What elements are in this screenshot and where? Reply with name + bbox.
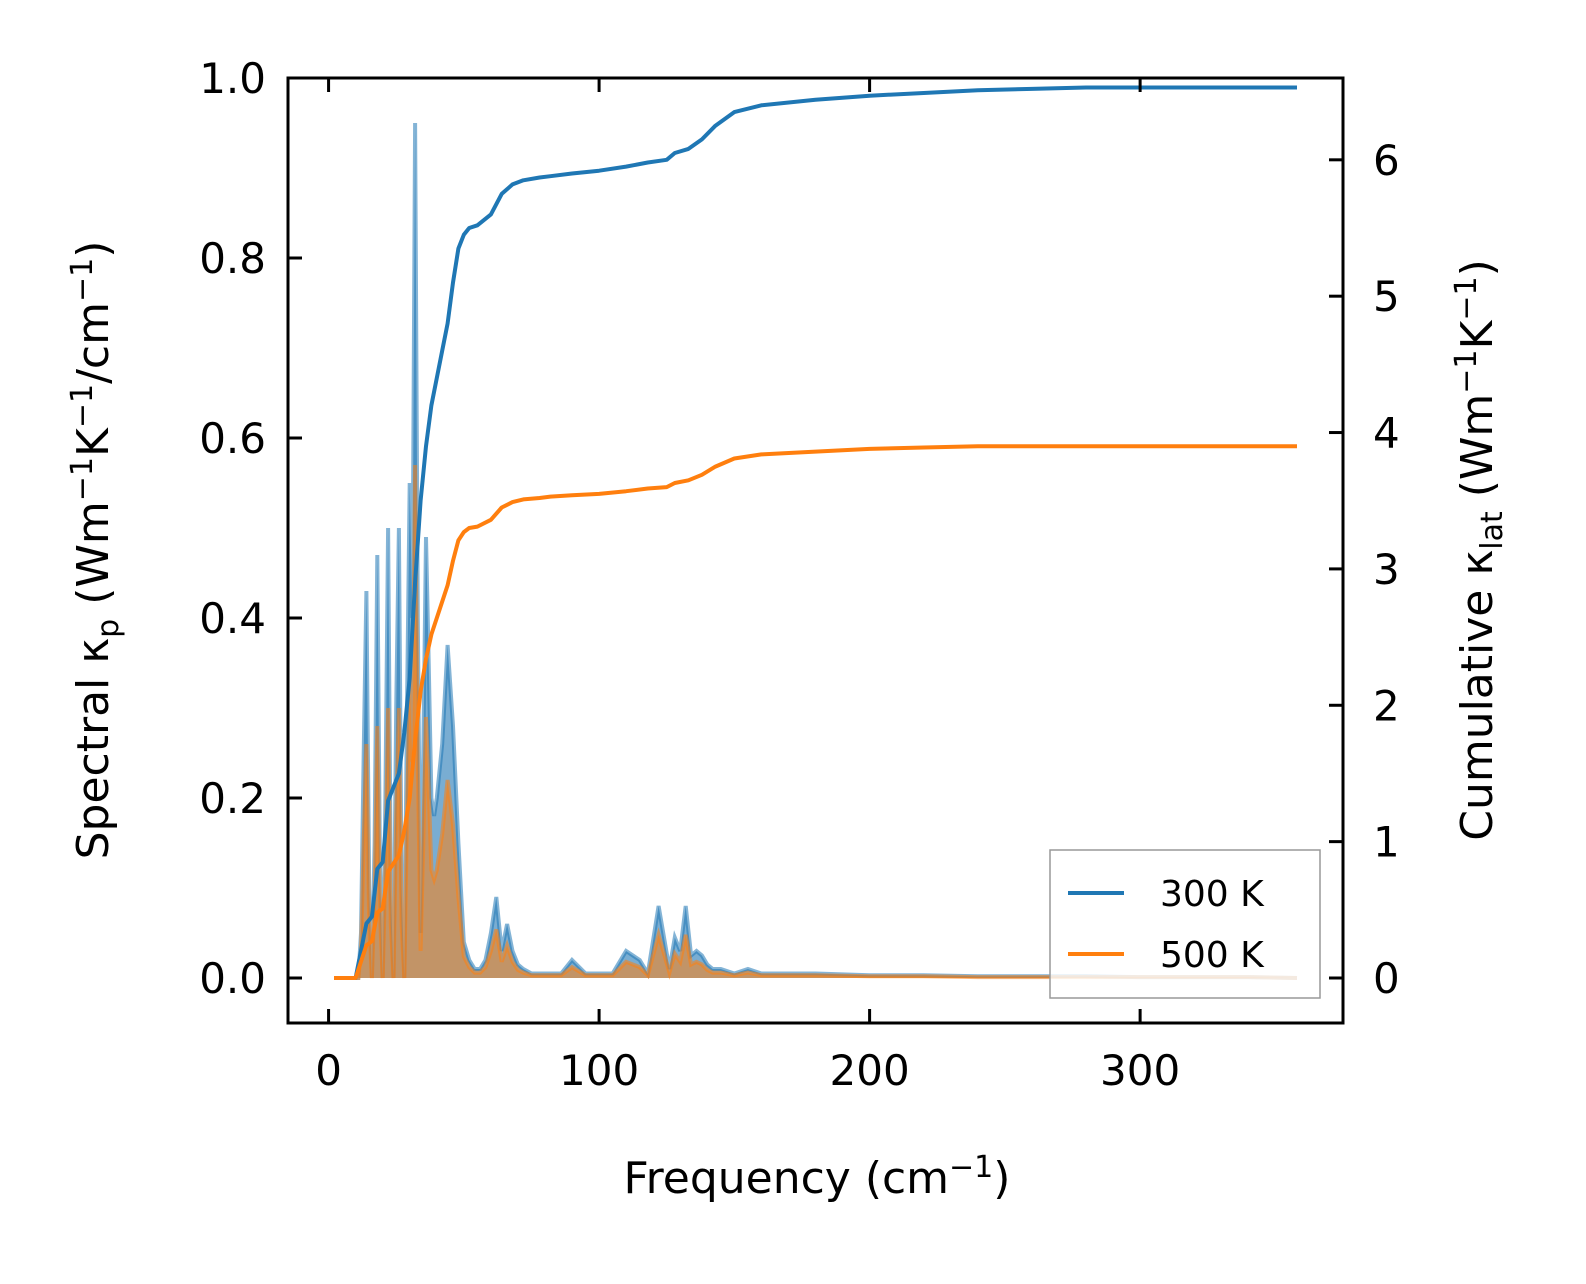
plot-area (334, 85, 1298, 980)
y-left-tick-label: 0.8 (199, 234, 266, 283)
y-right-tick-label: 5 (1373, 272, 1400, 321)
axes: 0 100 200 300 0.0 0.2 0.4 0.6 0.8 1.0 0 1 2 3 4 5 6 (199, 54, 1400, 1095)
y-right-tick-label: 3 (1373, 545, 1400, 594)
legend-frame (1049, 849, 1321, 999)
y-right-tick-label: 1 (1373, 818, 1400, 867)
y-left-tick-label: 1.0 (199, 54, 266, 103)
x-axis-label: Frequency (cm−1) (624, 1150, 1011, 1204)
y-axis-label-left: Spectral κp (Wm−1K−1/cm−1) (65, 241, 126, 860)
legend-label-500k: 500 K (1160, 935, 1265, 976)
y-left-tick-label: 0.2 (199, 774, 266, 823)
y-left-tick-label: 0.0 (199, 954, 266, 1003)
spectral-fill-500k (334, 465, 1297, 978)
cumulative-line-300k (334, 85, 1297, 980)
legend-label-300k: 300 K (1160, 874, 1265, 915)
spectral-line-500k (334, 464, 1298, 980)
y-right-tick-label: 2 (1373, 681, 1400, 730)
x-tick-label: 200 (830, 1046, 910, 1095)
plot-frame (286, 76, 1345, 1025)
y-left-tick-label: 0.4 (199, 594, 266, 643)
y-right-tick-label: 0 (1373, 954, 1400, 1003)
x-tick-label: 0 (315, 1046, 342, 1095)
y-right-tick-label: 4 (1373, 409, 1400, 458)
y-right-tick-label: 6 (1373, 136, 1400, 185)
y-axis-label-right: Cumulative κlat (Wm−1K−1) (1449, 259, 1510, 841)
x-tick-label: 100 (559, 1046, 639, 1095)
legend: 300 K 500 K (1049, 849, 1321, 999)
y-left-tick-label: 0.6 (199, 414, 266, 463)
x-tick-label: 300 (1100, 1046, 1180, 1095)
cumulative-line-500k (334, 444, 1297, 980)
